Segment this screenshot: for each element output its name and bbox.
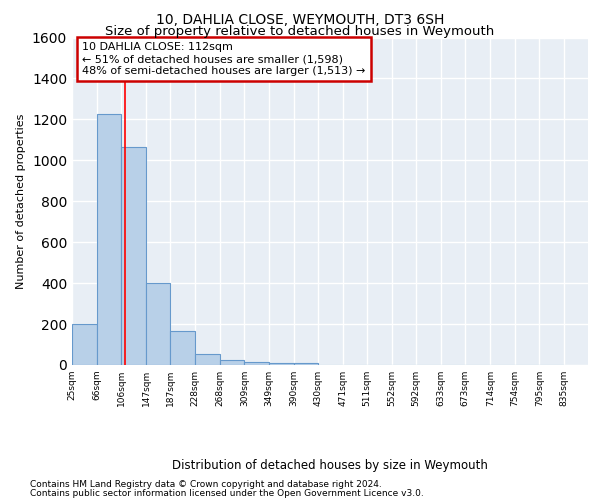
Bar xyxy=(146,283,170,365)
X-axis label: Distribution of detached houses by size in Weymouth: Distribution of detached houses by size … xyxy=(172,459,488,472)
Bar xyxy=(220,360,244,365)
Text: 10 DAHLIA CLOSE: 112sqm
← 51% of detached houses are smaller (1,598)
48% of semi: 10 DAHLIA CLOSE: 112sqm ← 51% of detache… xyxy=(82,42,365,76)
Y-axis label: Number of detached properties: Number of detached properties xyxy=(16,114,26,289)
Text: Size of property relative to detached houses in Weymouth: Size of property relative to detached ho… xyxy=(106,25,494,38)
Bar xyxy=(121,147,146,365)
Bar xyxy=(195,354,220,365)
Text: Contains public sector information licensed under the Open Government Licence v3: Contains public sector information licen… xyxy=(30,488,424,498)
Bar xyxy=(293,363,318,365)
Bar xyxy=(170,331,195,365)
Bar xyxy=(269,363,293,365)
Text: 10, DAHLIA CLOSE, WEYMOUTH, DT3 6SH: 10, DAHLIA CLOSE, WEYMOUTH, DT3 6SH xyxy=(156,12,444,26)
Text: Contains HM Land Registry data © Crown copyright and database right 2024.: Contains HM Land Registry data © Crown c… xyxy=(30,480,382,489)
Bar xyxy=(97,114,121,365)
Bar xyxy=(72,324,97,365)
Bar xyxy=(244,362,269,365)
